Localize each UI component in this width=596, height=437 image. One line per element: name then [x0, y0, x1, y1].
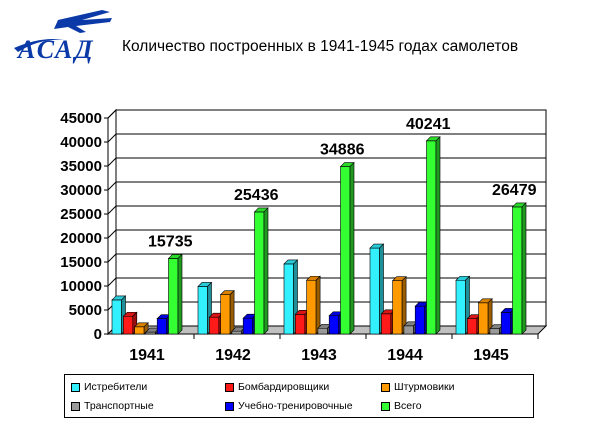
y-tick-label: 45000: [60, 110, 102, 127]
bar-Транспортные-1944: [403, 325, 414, 335]
data-label: 15735: [148, 233, 193, 250]
x-tick-label: 1945: [473, 347, 509, 364]
legend-item: Штурмовики: [381, 381, 454, 393]
bar-Истребители-1941: [111, 299, 122, 335]
gridline-side: [107, 181, 117, 191]
bar-side: [263, 207, 269, 335]
bar-Всего-1941: [168, 258, 179, 335]
gridline-side: [107, 253, 117, 263]
bar-Истребители-1945: [455, 279, 466, 335]
gridline-side: [107, 157, 117, 167]
y-tick-label: 30000: [60, 182, 102, 199]
legend-swatch: [381, 401, 390, 411]
bar-Бомбардировщики-1945: [466, 318, 478, 335]
company-logo: АСАД: [14, 10, 112, 64]
legend-swatch: [71, 401, 80, 411]
legend-swatch: [381, 382, 390, 392]
bar-side: [435, 136, 441, 335]
bar-side: [177, 253, 183, 335]
data-label: 26479: [492, 182, 537, 199]
bar-Истребители-1943: [283, 263, 294, 335]
bar-Штурмовики-1942: [220, 294, 231, 335]
legend-label: Учебно-тренировочные: [238, 400, 353, 412]
bar-Штурмовики-1943: [306, 279, 317, 335]
x-tick-label: 1944: [387, 347, 423, 364]
logo-text: АСАД: [16, 35, 95, 64]
gridline-side: [107, 277, 117, 287]
y-tick-label: 35000: [60, 158, 102, 175]
bar-Транспортные-1943: [317, 327, 328, 335]
bar-Бомбардировщики-1942: [209, 316, 220, 335]
y-tick-label: 5000: [69, 302, 102, 319]
legend-item: Транспортные: [71, 400, 154, 412]
data-label: 40241: [406, 116, 451, 133]
legend-label: Транспортные: [84, 400, 154, 412]
legend-item: Бомбардировщики: [225, 381, 329, 393]
bar-Штурмовики-1941: [134, 326, 145, 335]
bar-Всего-1943: [340, 166, 351, 335]
legend-item: Учебно-тренировочные: [225, 400, 353, 412]
chart-title: Количество построенных в 1941-1945 годах…: [122, 38, 519, 55]
legend-label: Бомбардировщики: [238, 381, 330, 393]
bar-Штурмовики-1944: [392, 280, 403, 335]
legend-swatch: [225, 382, 234, 392]
y-tick-label: 40000: [60, 134, 102, 151]
bar-Учебно-тренировочные-1943: [328, 315, 340, 335]
gridline-side: [107, 205, 117, 215]
y-tick-label: 0: [94, 326, 102, 343]
bar-Бомбардировщики-1943: [294, 314, 306, 335]
legend-label: Истребители: [84, 381, 148, 393]
bar-Всего-1942: [254, 211, 265, 335]
logo-plane-icon: [54, 10, 112, 33]
bar-side: [229, 289, 235, 335]
legend-swatch: [71, 382, 80, 392]
legend-swatch: [225, 401, 234, 411]
logo-swoosh-icon: [14, 39, 64, 52]
y-tick-label: 10000: [60, 278, 102, 295]
gridline-side: [107, 229, 117, 239]
y-tick-label: 25000: [60, 206, 102, 223]
bar-Истребители-1944: [369, 247, 380, 335]
data-label: 34886: [320, 142, 365, 159]
chart-legend: Истребители Бомбардировщики Штурмовики Тран…: [64, 374, 534, 418]
bar-Учебно-тренировочные-1945: [500, 312, 512, 335]
data-label: 25436: [234, 187, 279, 204]
y-tick-label: 20000: [60, 230, 102, 247]
legend-label: Штурмовики: [394, 381, 455, 393]
bar-Штурмовики-1945: [478, 302, 489, 335]
bar-Истребители-1942: [197, 286, 208, 335]
bar-Бомбардировщики-1944: [380, 313, 392, 335]
bar-side: [521, 202, 527, 335]
legend-item: Истребители: [71, 381, 147, 393]
bar-side: [315, 275, 321, 335]
bar-Учебно-тренировочные-1944: [414, 305, 426, 335]
legend-label: Всего: [394, 400, 422, 412]
bar-Бомбардировщики-1941: [123, 315, 134, 335]
x-tick-label: 1941: [129, 347, 165, 364]
legend-item: Всего: [381, 400, 422, 412]
bar-Всего-1945: [512, 206, 523, 335]
bar-Транспортные-1942: [231, 330, 242, 335]
bar-Транспортные-1945: [489, 328, 500, 335]
bar-side: [349, 161, 355, 335]
bar-Всего-1944: [426, 140, 437, 335]
x-tick-label: 1942: [215, 347, 251, 364]
y-tick-label: 15000: [60, 254, 102, 271]
gridline-side: [107, 133, 117, 143]
bar-Учебно-тренировочные-1942: [242, 317, 253, 335]
gridline-side: [107, 109, 117, 119]
x-tick-label: 1943: [301, 347, 337, 364]
bar-Учебно-тренировочные-1941: [156, 318, 167, 335]
